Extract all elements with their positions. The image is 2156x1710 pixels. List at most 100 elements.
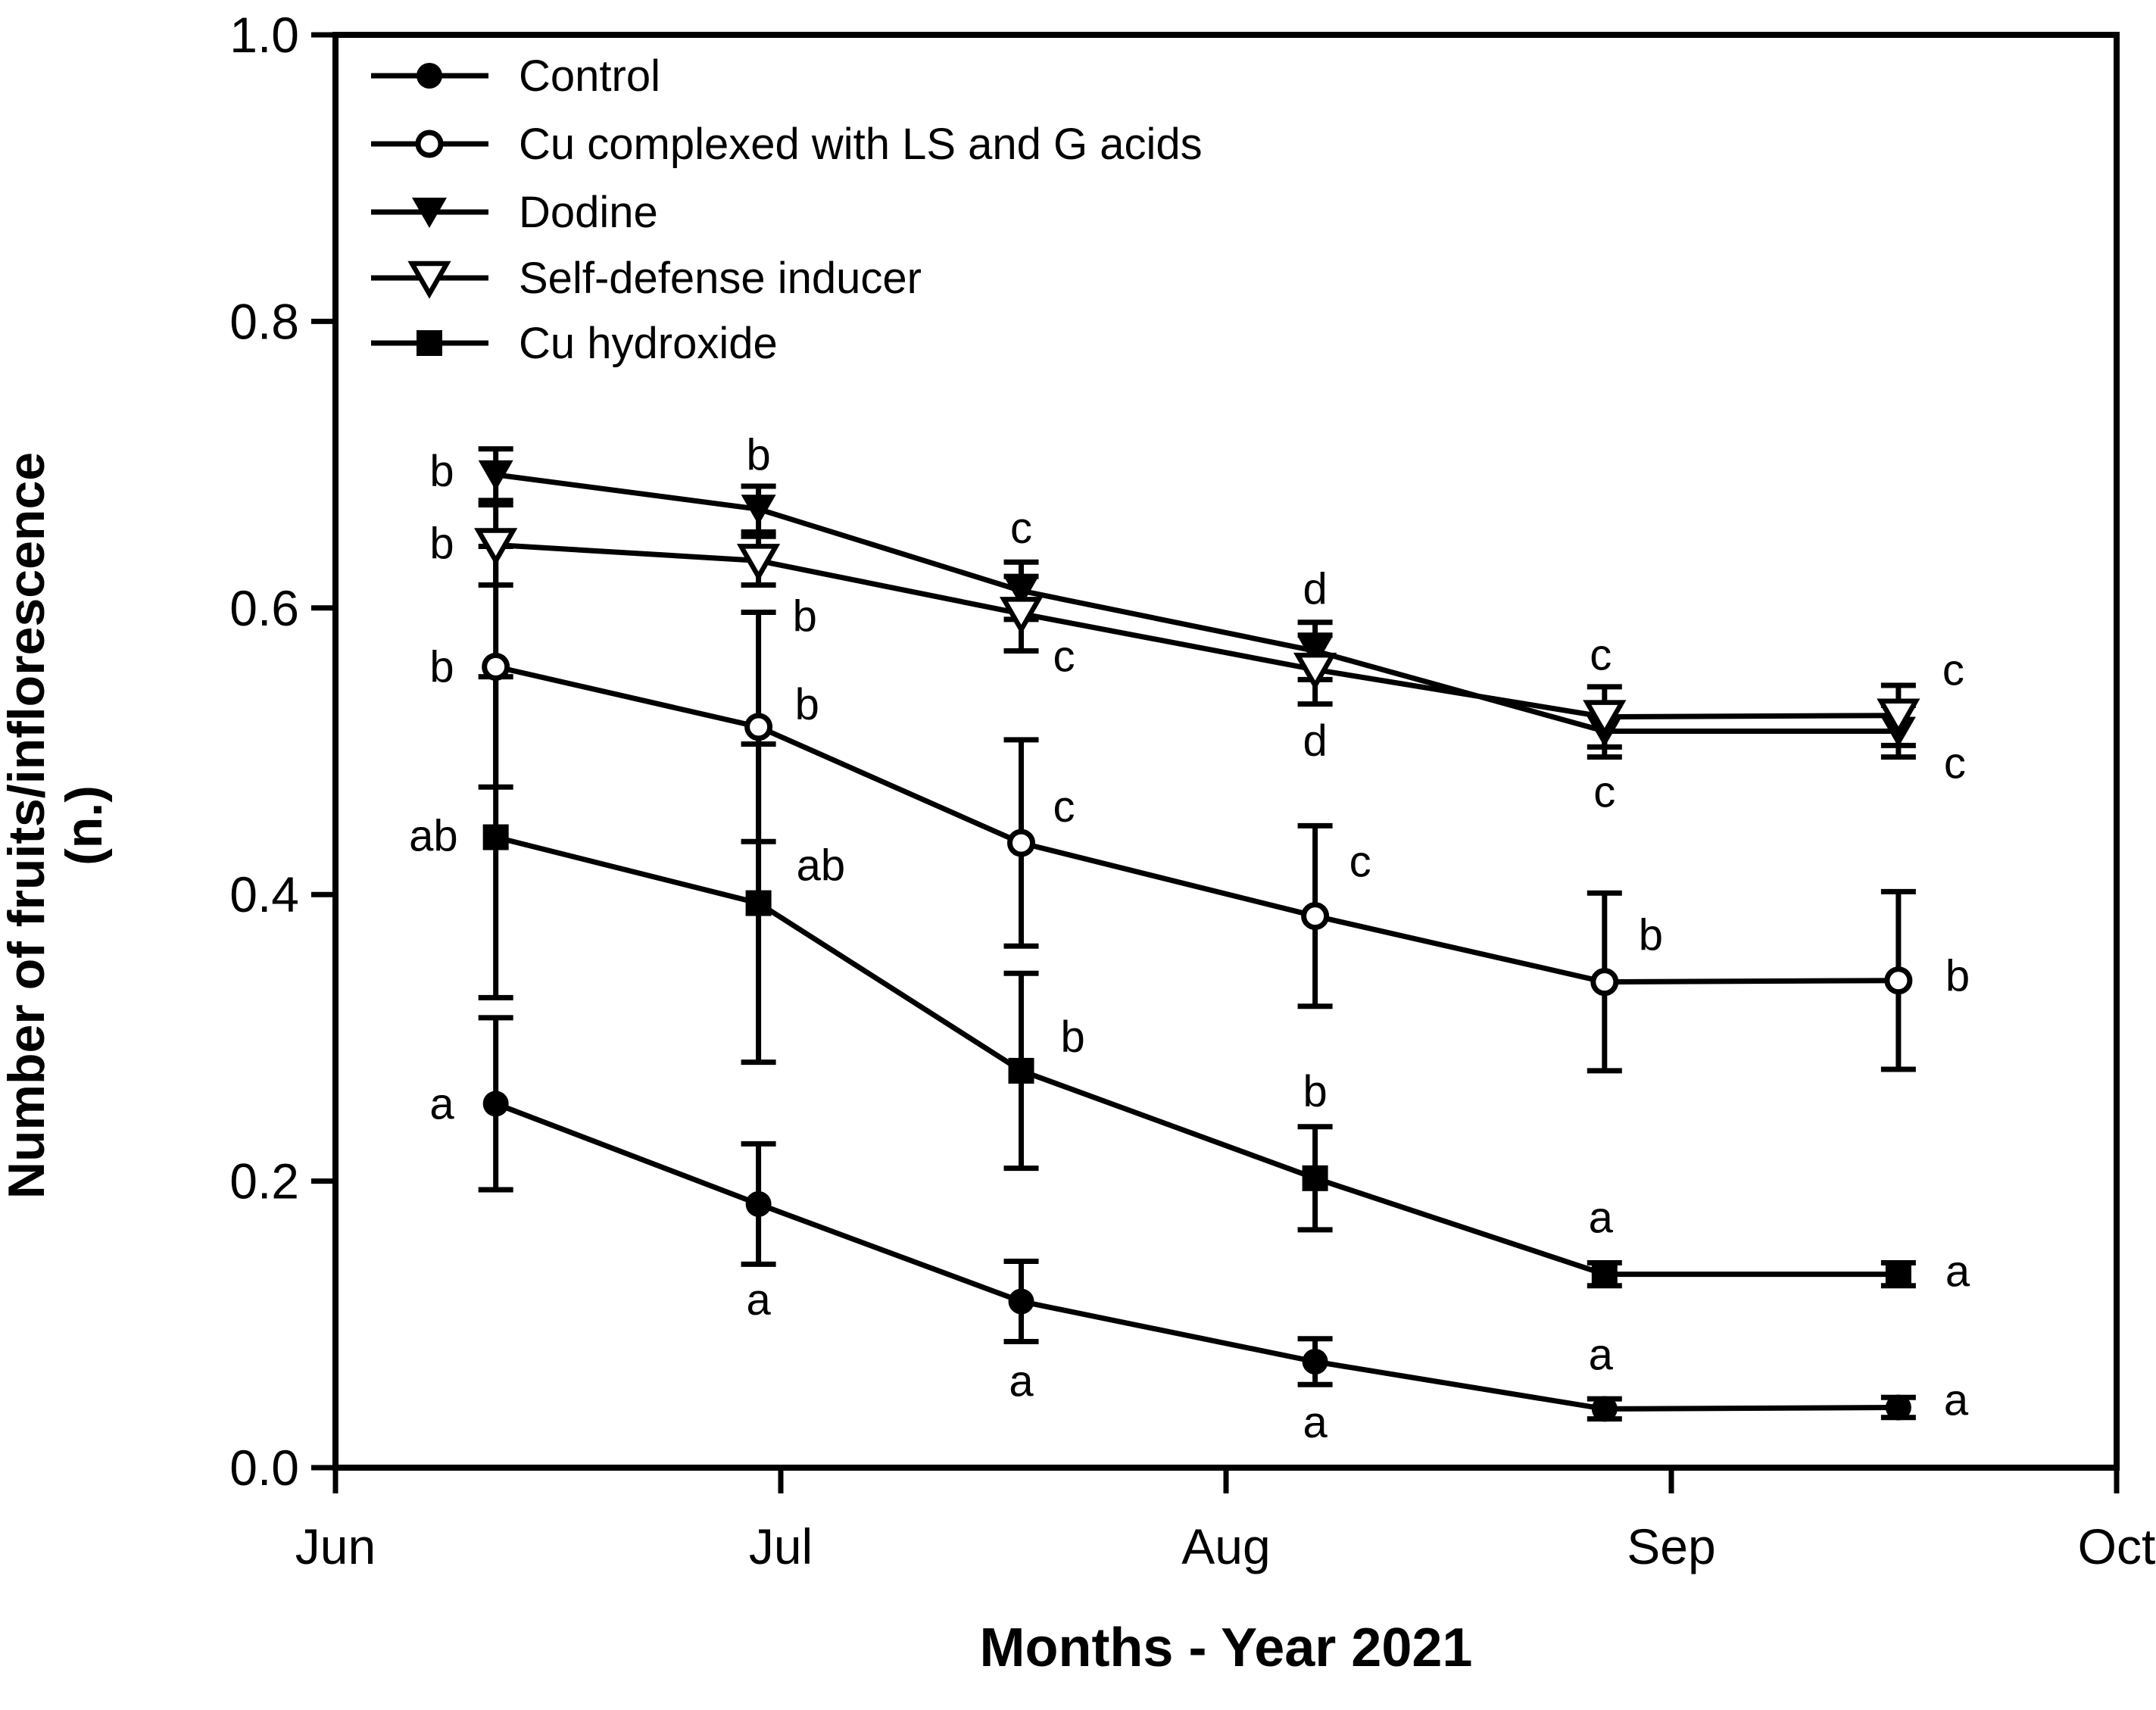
- triangle-down-open-marker: [736, 544, 781, 582]
- sig-letter: b: [746, 430, 770, 479]
- sig-letter: b: [795, 680, 819, 729]
- sig-letter: a: [1009, 1357, 1034, 1406]
- sig-letter: ab: [409, 812, 458, 861]
- sig-letter: b: [429, 520, 454, 569]
- x-tick-label: Jun: [295, 1518, 376, 1574]
- series-points-control: [482, 1091, 1911, 1422]
- sig-letter: b: [429, 447, 454, 496]
- y-axis-title-line1: Number of fruits/inflorescence: [0, 452, 55, 1199]
- circle-filled-marker: [1885, 1394, 1911, 1421]
- sig-letter: b: [1303, 1067, 1327, 1116]
- circle-filled-marker: [1008, 1288, 1034, 1315]
- sig-letter: a: [1589, 1194, 1614, 1243]
- series-points-cu-complexed-with-ls-and-g-acids: [482, 652, 1913, 997]
- triangle-down-filled-marker: [412, 198, 447, 228]
- legend-item-cu-hydroxide: Cu hydroxide: [371, 319, 778, 368]
- sig-letter: a: [1945, 1247, 1970, 1297]
- sig-letter: d: [1303, 565, 1327, 614]
- triangle-down-filled-marker: [478, 460, 513, 491]
- sig-letter: c: [1349, 838, 1371, 887]
- square-filled-marker: [1885, 1261, 1911, 1287]
- triangle-down-open-marker: [474, 528, 518, 566]
- triangle-down-filled-marker: [1003, 576, 1039, 607]
- triangle-down-open-marker: [1583, 700, 1627, 738]
- legend-item-control: Control: [371, 51, 660, 101]
- series-points-cu-hydroxide: [482, 824, 1911, 1287]
- legend-item-dodine: Dodine: [371, 188, 658, 237]
- sig-letter: b: [429, 642, 454, 691]
- sig-letter: a: [429, 1079, 454, 1128]
- triangle-down-filled-marker: [741, 495, 776, 526]
- y-tick-label: 0.6: [229, 580, 299, 636]
- y-tick-label: 0.4: [229, 866, 299, 922]
- triangle-down-open-marker: [1877, 698, 1920, 737]
- triangle-down-open-marker: [1293, 652, 1337, 691]
- sig-letter: b: [1639, 911, 1663, 960]
- series-line-cu-complexed-with-ls-and-g-acids: [495, 663, 1899, 985]
- x-axis-title: Months - Year 2021: [980, 1618, 1473, 1678]
- circle-filled-marker: [417, 63, 442, 89]
- sig-letter: a: [1944, 1376, 1969, 1425]
- series-line-dodine: [495, 472, 1899, 735]
- square-filled-marker: [1591, 1261, 1618, 1287]
- x-tick-label: Sep: [1627, 1518, 1715, 1574]
- circle-open-marker: [482, 652, 510, 681]
- legend-item-self-defense-inducer: Self-defense inducer: [371, 254, 922, 303]
- circle-filled-marker: [745, 1190, 772, 1217]
- circle-open-marker: [1007, 828, 1036, 857]
- triangle-down-open-marker: [999, 597, 1044, 635]
- square-filled-marker: [1302, 1165, 1328, 1191]
- square-filled-marker: [417, 330, 442, 356]
- sig-letter: ab: [797, 841, 846, 891]
- sig-letters-cu-complexed-with-ls-and-g-acids: b b c c b b: [429, 642, 1970, 1000]
- legend: Control Cu complexed with LS and G acids D…: [371, 51, 1203, 368]
- sig-letter: b: [793, 591, 817, 641]
- square-filled-marker: [482, 824, 509, 850]
- sig-letter: a: [1589, 1330, 1614, 1379]
- x-tick-label: Aug: [1181, 1518, 1270, 1574]
- sig-letter: c: [1010, 504, 1032, 553]
- circle-filled-marker: [1591, 1396, 1618, 1422]
- y-tick-label: 0.2: [229, 1153, 299, 1209]
- sig-letter: c: [1944, 739, 1966, 788]
- circle-filled-marker: [482, 1091, 509, 1117]
- y-tick-label: 0.8: [229, 293, 299, 349]
- triangle-down-open-marker: [407, 261, 451, 299]
- y-tick-label: 1.0: [229, 7, 299, 63]
- y-tick-label: 0.0: [229, 1440, 299, 1496]
- sig-letters-control: a a a a a a: [429, 1079, 1968, 1447]
- legend-label: Dodine: [519, 188, 658, 237]
- sig-letter: b: [1061, 1013, 1085, 1062]
- circle-open-marker: [744, 713, 773, 741]
- x-tick-label: Jul: [749, 1518, 813, 1574]
- series-line-control: [495, 1101, 1899, 1412]
- sig-letter: c: [1590, 631, 1612, 680]
- sig-letter: d: [1303, 716, 1327, 766]
- triangle-down-filled-marker: [1297, 636, 1333, 667]
- x-tick-label: Oct: [2078, 1518, 2156, 1574]
- legend-label: Cu hydroxide: [519, 319, 778, 368]
- circle-open-marker: [1590, 968, 1619, 997]
- sig-letter: c: [1053, 782, 1075, 832]
- circle-open-marker: [415, 129, 444, 158]
- series-line-cu-hydroxide: [495, 835, 1899, 1278]
- series-points-self-defense-inducer: [474, 528, 1920, 738]
- legend-item-cu-complexed-with-ls-and-g-acids: Cu complexed with LS and G acids: [371, 120, 1203, 169]
- square-filled-marker: [745, 890, 772, 916]
- sig-letter: c: [1593, 768, 1615, 817]
- sig-letter: a: [1303, 1398, 1328, 1447]
- sig-letter: c: [1053, 632, 1075, 681]
- square-filled-marker: [1008, 1057, 1034, 1084]
- circle-filled-marker: [1302, 1348, 1328, 1375]
- x-axis: Jun Jul Aug Sep Oct: [295, 1468, 2156, 1574]
- y-axis-title-line2: (n.): [55, 785, 113, 866]
- sig-letter: b: [1945, 952, 1970, 1001]
- legend-label: Cu complexed with LS and G acids: [519, 120, 1203, 169]
- sig-letter: a: [746, 1275, 771, 1325]
- legend-label: Control: [519, 51, 660, 101]
